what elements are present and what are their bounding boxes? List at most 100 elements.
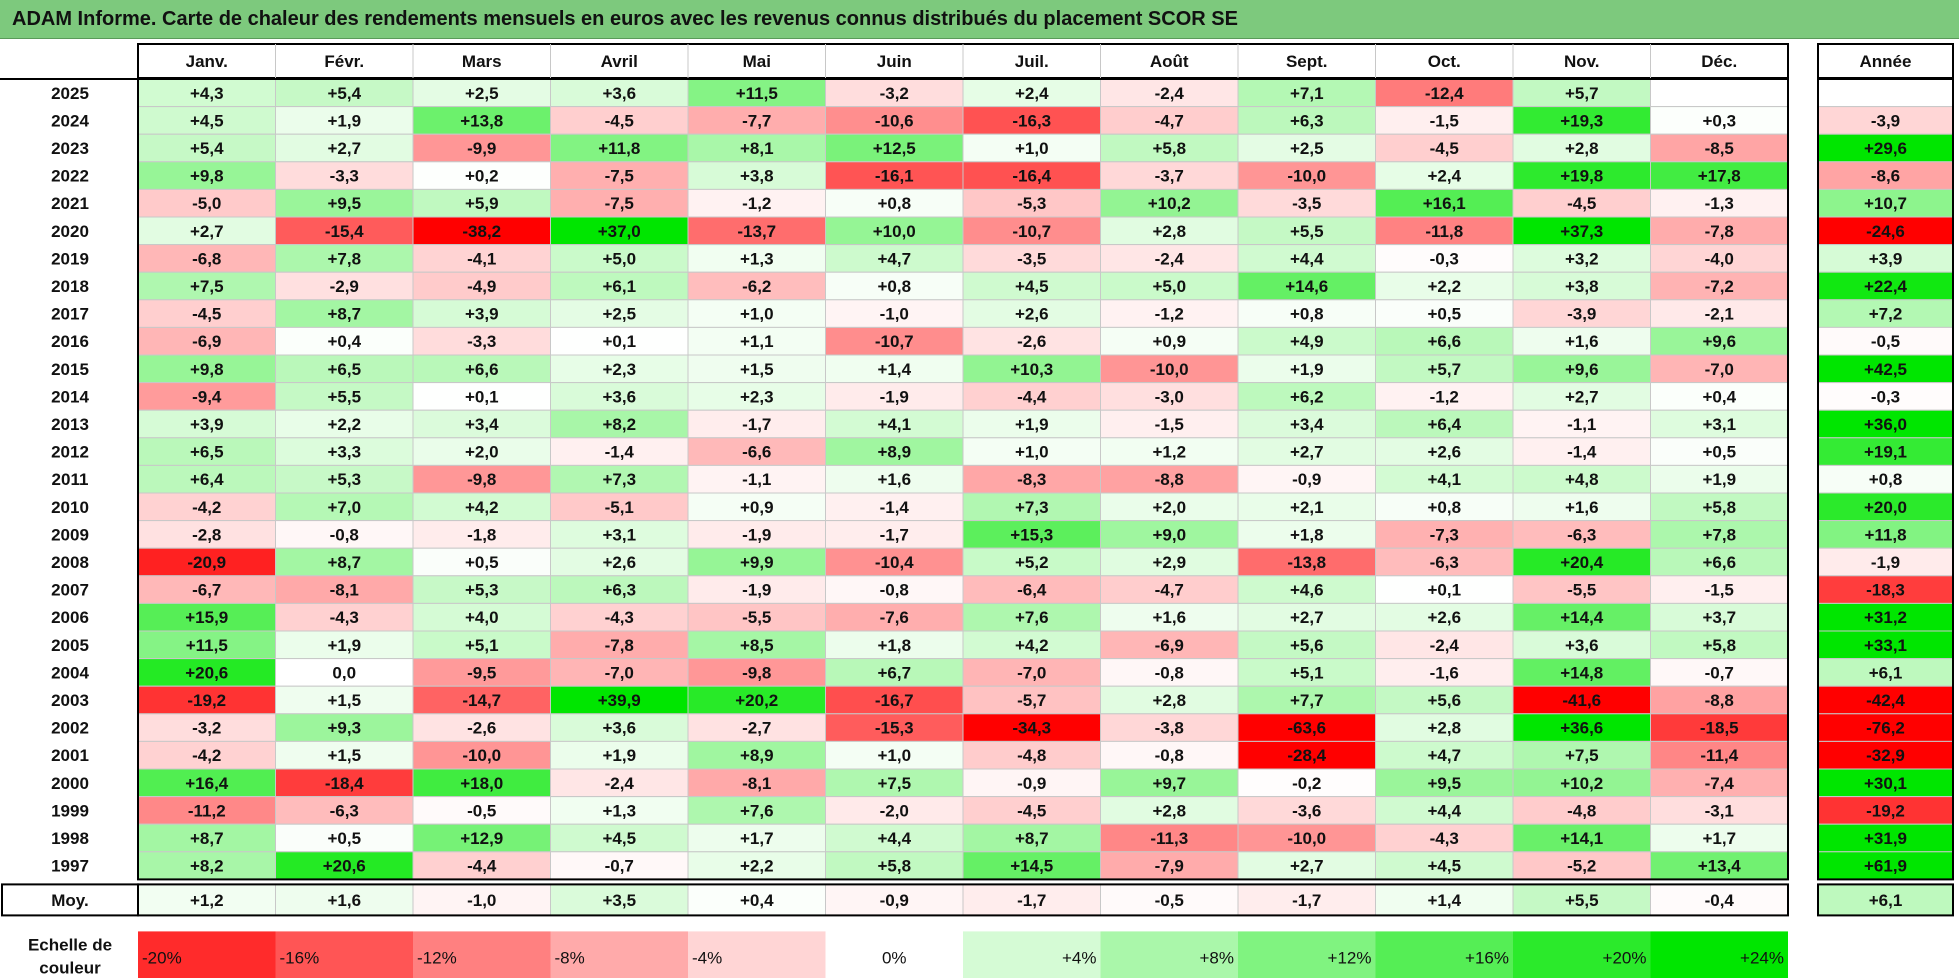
month-value: -6,3: [1567, 525, 1596, 544]
annual-value-bg: [1817, 354, 1954, 384]
month-value-bg: [1512, 244, 1651, 273]
month-value-bg: [825, 685, 964, 715]
month-value-bg: [412, 713, 551, 742]
annual-value: +61,9: [1864, 857, 1907, 876]
month-value: +2,7: [190, 222, 224, 241]
month-value: +20,6: [185, 663, 228, 682]
month-value: -7,0: [605, 663, 634, 682]
month-value-bg: [962, 78, 1101, 108]
month-value: -9,9: [467, 139, 496, 158]
month-value-bg: [1375, 188, 1514, 218]
month-value-bg: [275, 271, 414, 301]
average-value: +1,6: [327, 891, 361, 910]
month-value: +2,6: [1427, 443, 1461, 462]
month-value: -11,2: [188, 801, 226, 820]
month-value: +0,8: [1427, 498, 1461, 517]
month-value: -4,5: [1430, 139, 1459, 158]
month-header: Avril: [601, 52, 638, 71]
month-value-bg: [1100, 740, 1239, 770]
month-value: -4,2: [192, 746, 221, 765]
month-value-bg: [1375, 768, 1514, 798]
month-value: -1,1: [742, 470, 771, 489]
month-value-bg: [687, 106, 826, 135]
month-value-bg: [962, 768, 1101, 798]
month-value: +8,9: [877, 443, 911, 462]
legend-swatch: [1100, 931, 1238, 978]
legend-label: -4%: [692, 948, 722, 967]
year-label: 2003: [51, 691, 89, 710]
month-value: +5,8: [1702, 498, 1736, 517]
month-value-bg: [687, 326, 826, 356]
average-value: -0,4: [1705, 891, 1735, 910]
legend-swatch: [138, 931, 276, 978]
annual-value-bg: [1817, 106, 1954, 135]
month-value-bg: [825, 630, 964, 660]
average-value: +3,5: [602, 891, 636, 910]
month-value: +1,6: [1152, 608, 1186, 627]
month-value-bg: [1100, 823, 1239, 853]
month-value: +13,8: [460, 111, 503, 130]
month-value-bg: [275, 161, 414, 190]
average-value: +1,4: [1427, 891, 1461, 910]
month-value: -4,5: [192, 305, 221, 324]
legend-label: +24%: [1740, 948, 1784, 967]
month-value-bg: [1512, 520, 1651, 549]
month-value: +5,5: [1290, 222, 1324, 241]
month-value: +4,8: [1565, 470, 1599, 489]
month-value-bg: [1375, 547, 1514, 577]
month-value: -7,0: [1017, 663, 1046, 682]
month-value-bg: [1237, 602, 1376, 632]
month-value: +0,9: [740, 498, 774, 517]
month-value-bg: [1375, 216, 1514, 246]
month-value: -1,4: [1567, 443, 1597, 462]
average-value-bg: [137, 883, 276, 916]
month-value: -15,3: [875, 719, 914, 738]
month-value-bg: [1100, 326, 1239, 356]
month-value: -4,4: [1017, 387, 1047, 406]
month-value: +2,8: [1152, 691, 1186, 710]
month-value: +12,5: [873, 139, 916, 158]
month-value-bg: [412, 823, 551, 853]
month-value-bg: [1375, 575, 1514, 604]
legend-swatch: [1513, 931, 1651, 978]
month-value: +9,7: [1152, 774, 1186, 793]
month-value: +0,1: [1427, 581, 1461, 600]
month-value: -6,4: [1017, 581, 1047, 600]
month-value-bg: [275, 299, 414, 328]
year-label: 2018: [51, 277, 89, 296]
month-value-bg: [550, 382, 689, 411]
month-value: +5,5: [327, 387, 361, 406]
month-value-bg: [1512, 354, 1651, 384]
year-label: 2019: [51, 249, 89, 268]
month-value: +1,9: [1290, 360, 1324, 379]
month-value: -7,9: [1155, 857, 1184, 876]
month-value-bg: [1375, 796, 1514, 825]
month-value: +3,8: [740, 167, 774, 186]
month-value-bg: [962, 547, 1101, 577]
month-value-bg: [137, 602, 276, 632]
month-value: +0,3: [1702, 111, 1736, 130]
month-value-bg: [1650, 658, 1789, 687]
annual-value-bg: [1817, 575, 1954, 604]
month-value: -1,5: [1705, 581, 1734, 600]
month-value: +9,6: [1565, 360, 1599, 379]
month-value-bg: [1237, 630, 1376, 660]
month-value-bg: [275, 437, 414, 466]
month-value: +15,9: [185, 608, 228, 627]
legend-swatch: [963, 931, 1101, 978]
month-header: Mai: [743, 52, 771, 71]
annual-frame: [1817, 78, 1954, 881]
month-value-bg: [1650, 851, 1789, 880]
month-value: -10,4: [875, 553, 914, 572]
month-value-bg: [825, 161, 964, 190]
month-value: +1,5: [327, 746, 361, 765]
month-value: +7,3: [1015, 498, 1049, 517]
month-value: -11,3: [1150, 829, 1188, 848]
month-value-bg: [1512, 685, 1651, 715]
month-value: -2,6: [467, 719, 496, 738]
month-value: +6,5: [190, 443, 224, 462]
month-value-bg: [1100, 382, 1239, 411]
month-value-bg: [687, 685, 826, 715]
month-value: +4,2: [465, 498, 499, 517]
annual-value: +29,6: [1864, 139, 1907, 158]
